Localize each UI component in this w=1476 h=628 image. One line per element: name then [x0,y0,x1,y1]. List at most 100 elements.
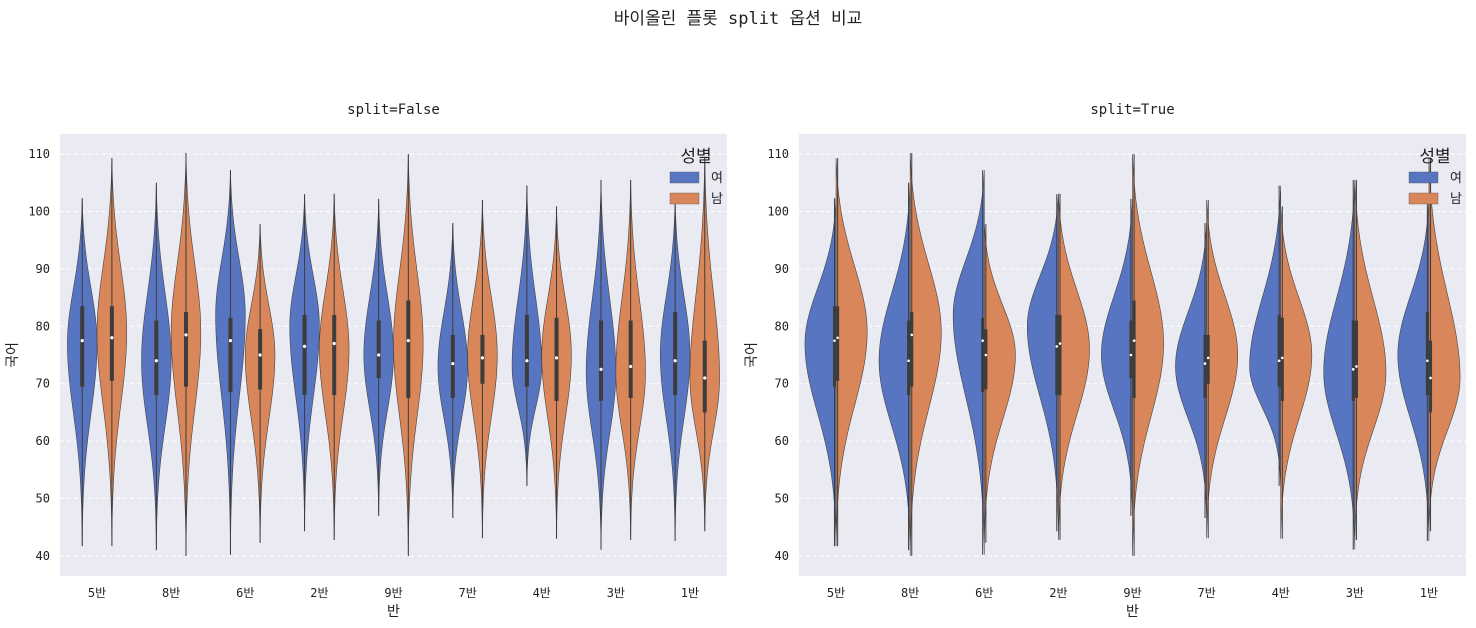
violin-median-point-male [1355,365,1358,368]
legend-entry: 남 [711,192,723,207]
violin-male-half [1354,179,1387,540]
violin-median-point [302,344,307,348]
figure-suptitle: 바이올린 플롯 split 옵션 비교 [614,9,863,29]
x-axis-label: 반 [1126,604,1139,620]
violin-median-point [258,353,262,357]
violin-median-point [110,336,114,340]
chart-title: split=True [1090,102,1174,118]
violin-median-point-female [1351,368,1355,371]
violin-median-point [599,367,603,371]
violin-median-point [332,341,336,346]
violin-median-point [80,339,84,343]
y-tick-label: 100 [767,204,789,218]
x-tick-label: 3반 [607,586,625,600]
violin-median-point [629,364,633,369]
violin-median-point-male [1206,356,1210,360]
violin-median-point-male [910,333,914,337]
y-tick-label: 60 [36,434,50,448]
x-tick-label: 3반 [1346,586,1364,600]
violin-median-point-male [1429,376,1432,380]
legend-swatch [669,192,700,205]
legend-entry: 여 [1450,171,1462,186]
x-tick-label: 7반 [1197,586,1215,600]
violin-median-point-female [833,339,836,342]
x-tick-label: 9반 [384,586,402,600]
violin-median-point [154,359,158,363]
violin-median-point-male [984,353,988,357]
y-tick-label: 70 [36,377,50,391]
violin-median-point [554,356,559,360]
x-tick-label: 4반 [533,586,551,600]
violin-median-point-female [1426,359,1429,363]
violin-median-point [673,359,677,363]
violin-median-point [703,376,707,380]
x-tick-label: 5반 [827,586,845,600]
panels: 40 50 60 70 80 90 100 110 split=False 반 국어 5반 8반 6반 2반… [5,102,1466,620]
violin-median-point [451,362,455,366]
violin-median-point [184,333,188,337]
legend-entry: 여 [711,171,723,186]
violin-male-half [909,152,942,556]
legend-entry: 남 [1450,192,1462,207]
violin-median-point [525,359,529,363]
x-tick-label: 6반 [236,586,254,600]
x-tick-label: 2반 [310,586,328,600]
violin-median-point [480,356,485,360]
violin-median-point [377,353,381,357]
violin-male-half [1206,199,1239,539]
y-tick-label: 50 [36,492,50,506]
violin-median-point-male [1058,342,1062,345]
y-tick-label: 60 [775,434,789,448]
x-tick-label: 8반 [901,586,919,600]
x-tick-label: 1반 [681,586,699,600]
violin-median-point-male [1132,339,1136,342]
violin-male-half [1280,206,1313,539]
violin-median-point-male [1281,356,1284,360]
x-tick-label: 9반 [1123,586,1141,600]
x-tick-label: 5반 [88,586,106,600]
legend-swatch [669,171,700,184]
violin-median-point-female [1129,353,1133,357]
chart-panel-2: 40 50 60 70 80 90 100 110 split=True 반 국어 5반 8반 6반 2반 9… [744,102,1466,620]
x-tick-label: 6반 [975,586,993,600]
y-tick-label: 80 [36,319,50,333]
violin-male-half [1428,157,1461,532]
x-tick-label: 2반 [1049,586,1067,600]
legend-title: 성별 [1419,147,1450,167]
violin-median-point-female [1203,362,1207,365]
y-axis-label: 국어 [744,342,760,368]
y-tick-label: 110 [28,147,50,161]
x-tick-label: 1반 [1420,586,1438,600]
x-axis-label: 반 [387,604,400,620]
y-tick-label: 90 [36,262,50,276]
y-tick-label: 70 [775,377,789,391]
violin-median-point-male [836,336,839,340]
chart-title: split=False [347,102,440,118]
violin-median-point-female [1055,345,1059,348]
violin-median-point-female [981,339,984,342]
violin-male-half [1058,193,1090,540]
chart-panel-1: 40 50 60 70 80 90 100 110 split=False 반 국어 5반 8반 6반 2반… [5,102,727,620]
violin-median-point-female [1277,359,1281,363]
y-tick-label: 80 [775,319,789,333]
violin-male-half [835,158,868,547]
y-tick-label: 90 [775,262,789,276]
y-axis-label: 국어 [5,342,21,368]
legend-title: 성별 [680,147,711,167]
y-tick-label: 40 [775,549,789,563]
y-tick-label: 40 [36,549,50,563]
x-tick-label: 7반 [458,586,476,600]
violin-median-point-female [907,359,910,363]
x-tick-label: 4반 [1272,586,1290,600]
violin-male-half [1132,154,1164,556]
y-tick-label: 50 [775,492,789,506]
x-tick-label: 8반 [162,586,180,600]
y-tick-label: 100 [28,204,50,218]
y-tick-label: 110 [767,147,789,161]
legend-swatch [1408,192,1439,205]
violin-male-half [983,224,1016,543]
legend-swatch [1408,171,1439,184]
